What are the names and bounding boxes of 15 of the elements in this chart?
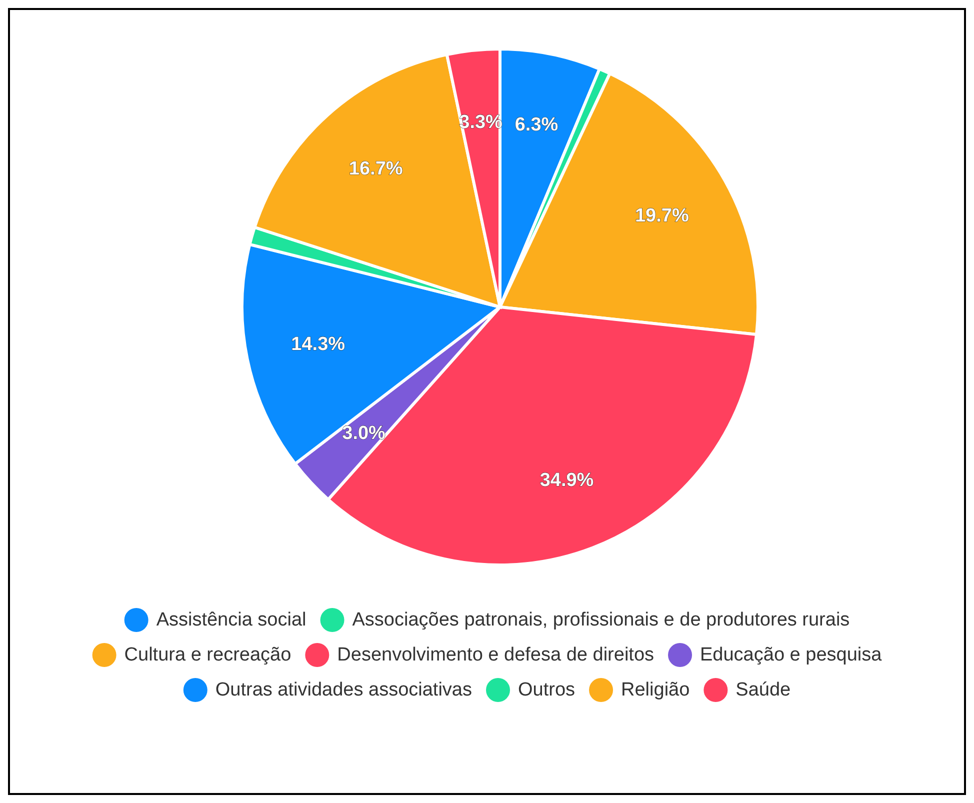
legend-label: Desenvolvimento e defesa de direitos: [337, 644, 654, 666]
legend-label: Educação e pesquisa: [700, 644, 882, 666]
legend-label: Assistência social: [156, 610, 306, 630]
legend-label: Outros: [518, 680, 576, 700]
legend-label: Saúde: [736, 680, 791, 700]
data-label: 6.3%: [514, 114, 558, 136]
data-label: 3.0%: [342, 422, 386, 444]
legend-label: Cultura e recreação: [124, 644, 292, 666]
data-label: 14.3%: [291, 334, 346, 356]
legend-label: Associações patronais, profissionais e de produtores rurais: [352, 610, 850, 630]
data-label: 19.7%: [634, 205, 689, 226]
data-label: 34.9%: [540, 470, 594, 491]
data-label: 16.7%: [348, 158, 403, 180]
legend-label: Religião: [621, 680, 690, 700]
legend-label: Outras atividades associativas: [215, 680, 472, 700]
